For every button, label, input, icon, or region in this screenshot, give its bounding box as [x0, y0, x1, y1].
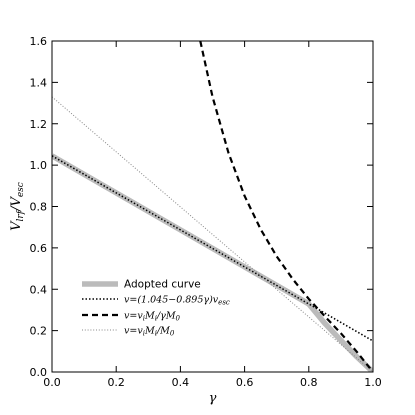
x-tick-label-2: 0.4	[172, 376, 190, 389]
legend-label-linear-fit: v=(1.045−0.895γ)vesc	[124, 295, 230, 307]
legend-label-mass-ratio-gamma: v=viMi/γM0	[124, 311, 181, 323]
x-tick-label-1: 0.2	[107, 376, 125, 389]
y-tick-label-2: 0.4	[30, 283, 48, 296]
y-tick-label-8: 1.6	[30, 35, 48, 48]
y-tick-label-5: 1.0	[30, 159, 48, 172]
x-tick-label-5: 1.0	[364, 376, 382, 389]
y-tick-label-1: 0.2	[30, 325, 48, 338]
legend-label-mass-ratio: v=viMi/M0	[124, 326, 175, 338]
y-tick-label-3: 0.6	[30, 242, 48, 255]
y-axis-label: Vlrf/Vesc	[9, 182, 26, 231]
y-tick-label-7: 1.4	[30, 76, 48, 89]
y-tick-label-4: 0.8	[30, 201, 48, 214]
x-axis-label: γ	[209, 391, 217, 406]
x-tick-label-4: 0.8	[300, 376, 318, 389]
series-line-1	[52, 155, 373, 342]
series-line-2	[199, 41, 373, 372]
legend: Adopted curve v=(1.045−0.895γ)vesc v=viM…	[82, 279, 230, 338]
series-line-0	[52, 153, 373, 372]
ticks-layer: 0.0 0.2 0.4 0.6 0.8 1.0 0.0 0.2 0.4 0.6 0.8 1.0 1.2 1…	[30, 35, 382, 389]
series-layer	[52, 41, 373, 372]
x-tick-label-3: 0.6	[236, 376, 254, 389]
y-tick-label-0: 0.0	[30, 366, 48, 379]
y-tick-label-6: 1.2	[30, 118, 48, 131]
series-line-3	[52, 96, 373, 372]
legend-label-adopted-curve: Adopted curve	[124, 279, 201, 291]
x-tick-label-0: 0.0	[43, 376, 61, 389]
